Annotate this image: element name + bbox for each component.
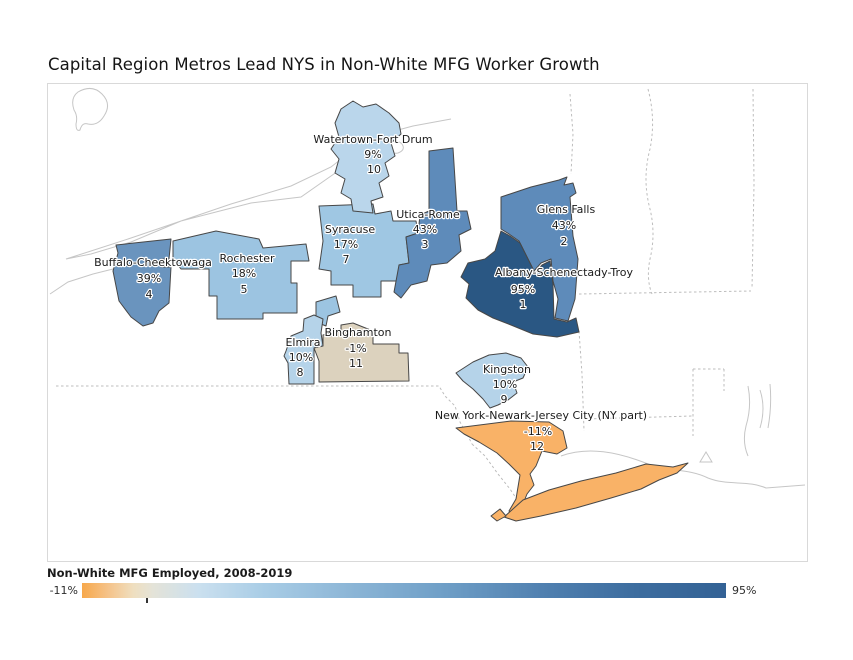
- svg-text:7: 7: [343, 253, 350, 266]
- region-watertown-fort-drum[interactable]: [330, 100, 402, 214]
- svg-text:Albany-Schenectady-Troy: Albany-Schenectady-Troy: [495, 266, 634, 279]
- label-albany: Albany-Schenectady-Troy 95% 1: [494, 265, 635, 312]
- svg-text:10: 10: [367, 163, 381, 176]
- svg-text:12: 12: [530, 440, 544, 453]
- svg-text:Binghamton: Binghamton: [325, 326, 392, 339]
- svg-text:-11%: -11%: [524, 425, 552, 438]
- svg-text:-1%: -1%: [345, 342, 366, 355]
- legend-min-label: -11%: [49, 584, 78, 597]
- svg-text:95%: 95%: [511, 283, 535, 296]
- svg-text:39%: 39%: [137, 272, 161, 285]
- label-nyc: New York-Newark-Jersey City (NY part) -1…: [434, 408, 649, 454]
- svg-text:8: 8: [297, 366, 304, 379]
- ct-ri-border-line: [692, 368, 725, 436]
- label-buffalo: Buffalo-Cheektowaga 39% 4: [93, 255, 213, 302]
- svg-text:3: 3: [422, 238, 429, 251]
- region-elmira[interactable]: [283, 314, 324, 385]
- lake-blob-outline: [72, 88, 108, 131]
- svg-text:New York-Newark-Jersey City (N: New York-Newark-Jersey City (NY part): [435, 409, 647, 422]
- region-rochester[interactable]: [172, 230, 310, 320]
- label-glens-falls: Glens Falls 43% 2: [536, 202, 597, 249]
- svg-text:17%: 17%: [334, 238, 358, 251]
- ct-river-border-line: [645, 88, 654, 295]
- nj-border-line: [471, 443, 519, 502]
- svg-text:18%: 18%: [232, 267, 256, 280]
- legend-zero-tick: [146, 598, 148, 603]
- vt-ma-border-line: [578, 290, 752, 295]
- svg-text:4: 4: [146, 288, 153, 301]
- svg-text:Rochester: Rochester: [220, 252, 275, 265]
- region-kingston[interactable]: [455, 352, 529, 409]
- ma-ct-border-line: [578, 330, 585, 432]
- legend-title: Non-White MFG Employed, 2008-2019: [47, 566, 293, 580]
- legend-max-label: 95%: [732, 584, 757, 597]
- svg-text:Elmira: Elmira: [285, 336, 320, 349]
- svg-text:1: 1: [520, 298, 527, 311]
- svg-text:2: 2: [561, 235, 568, 248]
- label-rochester: Rochester 18% 5: [218, 251, 276, 297]
- svg-text:11: 11: [349, 357, 363, 370]
- svg-text:Watertown-Fort Drum: Watertown-Fort Drum: [313, 133, 432, 146]
- svg-text:Kingston: Kingston: [483, 363, 531, 376]
- bay-outline: [743, 383, 772, 457]
- region-labels: Watertown-Fort Drum 9% 10 Syracuse 17% 7…: [93, 132, 649, 454]
- page-title: Capital Region Metros Lead NYS in Non-Wh…: [48, 55, 600, 74]
- svg-text:43%: 43%: [413, 223, 437, 236]
- svg-text:9%: 9%: [364, 148, 381, 161]
- region-buffalo-cheektowaga[interactable]: [112, 238, 172, 327]
- svg-text:10%: 10%: [289, 351, 313, 364]
- label-elmira: Elmira 10% 8: [284, 335, 321, 380]
- label-utica-rome: Utica-Rome 43% 3: [395, 207, 461, 252]
- label-binghamton: Binghamton -1% 11: [323, 325, 392, 371]
- pa-border-line: [56, 385, 473, 445]
- region-albany-schenectady-troy[interactable]: [460, 230, 580, 338]
- nys-metro-map: Watertown-Fort Drum 9% 10 Syracuse 17% 7…: [49, 88, 806, 522]
- ma-ct-horizontal-line: [583, 415, 694, 420]
- metro-polygons: [112, 100, 689, 522]
- vt-border-line: [569, 93, 574, 175]
- region-nyc-west-islands[interactable]: [490, 508, 507, 522]
- svg-text:Utica-Rome: Utica-Rome: [396, 208, 460, 221]
- region-binghamton[interactable]: [313, 322, 410, 383]
- legend-gradient-bar[interactable]: [82, 583, 726, 598]
- svg-text:9: 9: [501, 393, 508, 406]
- svg-text:Buffalo-Cheektowaga: Buffalo-Cheektowaga: [94, 256, 212, 269]
- svg-text:Glens Falls: Glens Falls: [537, 203, 596, 216]
- svg-text:43%: 43%: [552, 219, 576, 232]
- lake-erie-shore: [49, 268, 114, 295]
- nh-border-line: [751, 88, 755, 290]
- svg-text:10%: 10%: [493, 378, 517, 391]
- region-nyc-long-island[interactable]: [503, 462, 689, 522]
- label-kingston: Kingston 10% 9: [482, 362, 532, 407]
- svg-text:5: 5: [241, 283, 248, 296]
- region-utica-rome[interactable]: [393, 147, 472, 299]
- island-triangle-outline: [699, 451, 713, 463]
- label-watertown: Watertown-Fort Drum 9% 10: [312, 132, 434, 177]
- label-syracuse: Syracuse 17% 7: [324, 222, 377, 267]
- map-panel: Watertown-Fort Drum 9% 10 Syracuse 17% 7…: [47, 83, 808, 562]
- svg-text:Syracuse: Syracuse: [325, 223, 376, 236]
